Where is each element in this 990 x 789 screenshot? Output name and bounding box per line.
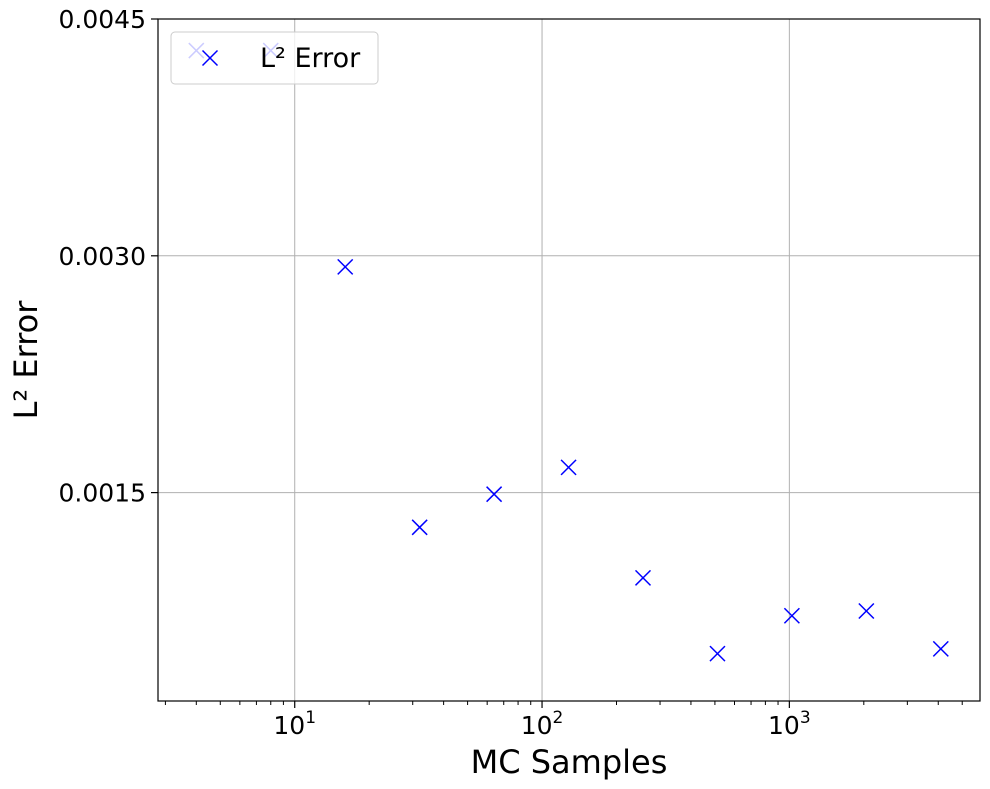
y-tick-label: 0.0045 bbox=[59, 5, 146, 34]
x-axis-label: MC Samples bbox=[471, 743, 668, 781]
plot-frame bbox=[157, 18, 981, 702]
data-point-stroke bbox=[783, 607, 800, 624]
legend-box bbox=[170, 31, 379, 85]
x-tick-label: 102 bbox=[521, 708, 564, 740]
data-point-stroke bbox=[411, 519, 428, 536]
legend-marker bbox=[201, 49, 219, 67]
y-tick-label: 0.0015 bbox=[59, 479, 146, 508]
legend-label: L² Error bbox=[260, 43, 361, 74]
data-point bbox=[634, 569, 652, 586]
data-point-stroke bbox=[486, 486, 503, 503]
data-point bbox=[858, 602, 875, 620]
legend: L² Error bbox=[170, 31, 379, 85]
y-axis-label: L² Error bbox=[7, 300, 45, 420]
data-point-stroke bbox=[932, 640, 949, 657]
data-point bbox=[337, 258, 354, 275]
data-point bbox=[560, 459, 577, 476]
x-tick-label: 103 bbox=[768, 708, 811, 740]
x-tick-label: 101 bbox=[273, 708, 316, 740]
data-point bbox=[486, 486, 503, 503]
data-point-stroke bbox=[634, 569, 652, 586]
axis-ticks: 101 102 103 0.0015 0.0030 0.0045 bbox=[59, 5, 963, 740]
data-point bbox=[411, 519, 428, 536]
y-tick-label: 0.0030 bbox=[59, 242, 146, 271]
data-point bbox=[932, 640, 949, 657]
data-point bbox=[709, 645, 726, 662]
data-point-stroke bbox=[858, 602, 875, 620]
data-point-stroke bbox=[560, 459, 577, 476]
data-point bbox=[783, 607, 800, 624]
data-point-stroke bbox=[337, 258, 354, 275]
legend-marker-stroke bbox=[201, 49, 219, 67]
data-point-stroke bbox=[709, 645, 726, 662]
